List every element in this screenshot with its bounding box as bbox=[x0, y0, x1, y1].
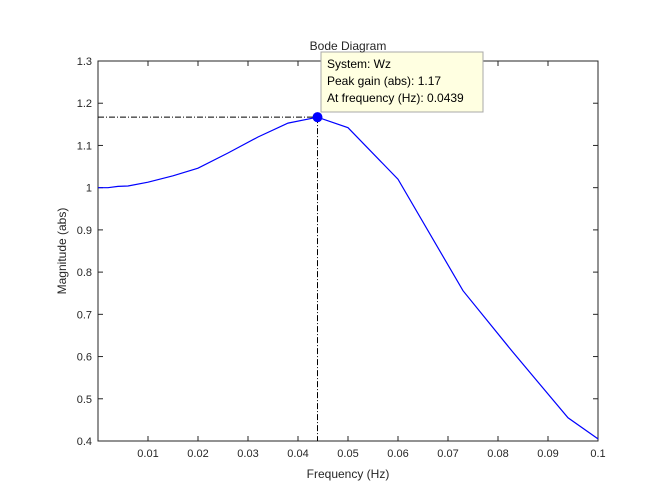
magnitude-series-line bbox=[98, 116, 599, 440]
datatip-box bbox=[320, 51, 484, 113]
y-tick-label: 0.4 bbox=[77, 436, 92, 448]
y-tick-label: 1.2 bbox=[77, 98, 92, 110]
y-tick-label: 0.6 bbox=[77, 352, 92, 364]
x-tick-label: 0.04 bbox=[287, 448, 308, 460]
datatip-peak-gain: Peak gain (abs): 1.17 bbox=[327, 74, 441, 88]
y-tick-label: 1.1 bbox=[77, 140, 92, 152]
x-tick-label: 0.1 bbox=[590, 448, 605, 460]
x-tick-label: 0.08 bbox=[487, 448, 508, 460]
datatip-system: System: Wz bbox=[327, 57, 391, 71]
x-tick-label: 0.03 bbox=[237, 448, 258, 460]
datatip[interactable]: System: Wz Peak gain (abs): 1.17 At freq… bbox=[320, 51, 484, 113]
x-tick-label: 0.05 bbox=[337, 448, 358, 460]
y-tick-label: 0.7 bbox=[77, 309, 92, 321]
y-axis-label: Magnitude (abs) bbox=[55, 208, 69, 295]
y-tick-label: 0.8 bbox=[77, 267, 92, 279]
x-tick-label: 0.09 bbox=[537, 448, 558, 460]
x-axis-label: Frequency (Hz) bbox=[307, 467, 390, 481]
y-tick-label: 0.9 bbox=[77, 225, 92, 237]
x-tick-label: 0.01 bbox=[137, 448, 158, 460]
y-tick-label: 1 bbox=[86, 183, 92, 195]
datatip-frequency: At frequency (Hz): 0.0439 bbox=[327, 91, 464, 105]
x-tick-label: 0.07 bbox=[437, 448, 458, 460]
y-tick-label: 1.3 bbox=[77, 56, 92, 68]
peak-guide-lines bbox=[98, 116, 318, 441]
chart-title: Bode Diagram bbox=[310, 39, 387, 53]
peak-marker[interactable] bbox=[312, 112, 323, 123]
axis-ticks: 0.01 0.02 0.03 0.04 0.05 0.06 0.07 0.08 0.09 0.1 0… bbox=[77, 56, 606, 460]
x-tick-label: 0.06 bbox=[387, 448, 408, 460]
plot-area bbox=[97, 60, 599, 442]
x-tick-label: 0.02 bbox=[187, 448, 208, 460]
y-tick-label: 0.5 bbox=[77, 394, 92, 406]
